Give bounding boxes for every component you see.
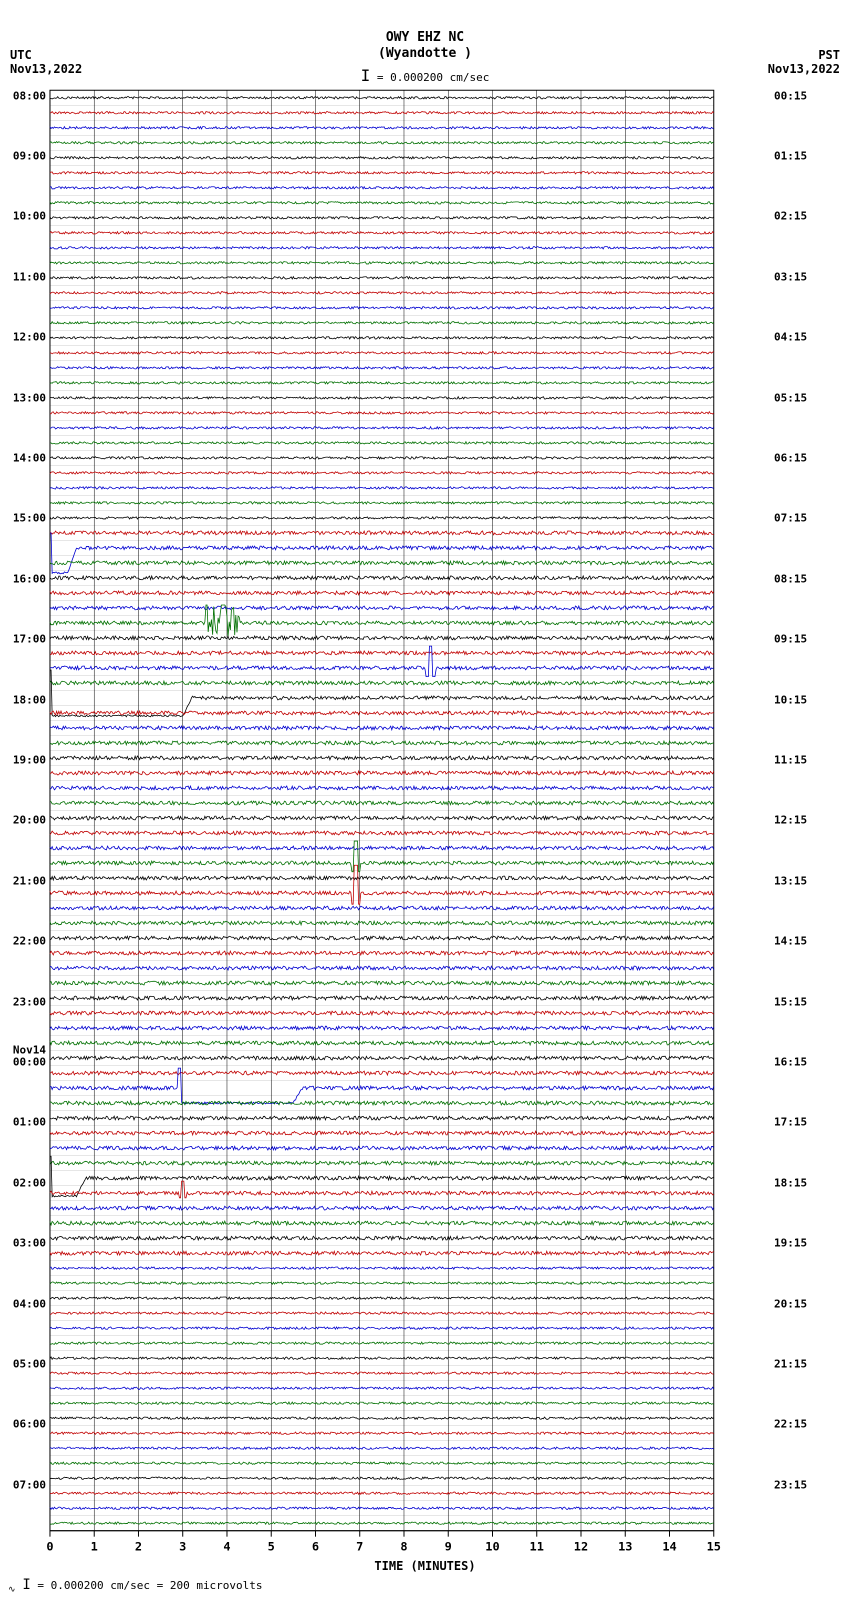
timezone-left: UTC bbox=[10, 48, 32, 62]
utc-hour-label: 07:00 bbox=[13, 1478, 46, 1491]
svg-text:9: 9 bbox=[445, 1540, 452, 1554]
utc-hour-label: 18:00 bbox=[13, 693, 46, 706]
utc-hour-label: 04:00 bbox=[13, 1297, 46, 1310]
pst-hour-label: 18:15 bbox=[774, 1176, 807, 1189]
pst-hour-label: 08:15 bbox=[774, 572, 807, 585]
svg-text:4: 4 bbox=[223, 1540, 230, 1554]
utc-hour-label: 10:00 bbox=[13, 210, 46, 223]
utc-hour-label: 02:00 bbox=[13, 1176, 46, 1189]
pst-hour-label: 01:15 bbox=[774, 149, 807, 162]
utc-hour-label: 20:00 bbox=[13, 814, 46, 827]
pst-hour-label: 22:15 bbox=[774, 1418, 807, 1431]
pst-hour-label: 09:15 bbox=[774, 633, 807, 646]
timezone-right: PST bbox=[818, 48, 840, 62]
svg-text:1: 1 bbox=[91, 1540, 98, 1554]
utc-hour-label: 23:00 bbox=[13, 995, 46, 1008]
station-subtitle: (Wyandotte ) bbox=[0, 46, 850, 61]
seismogram-plot: 0123456789101112131415 08:0009:0010:0011… bbox=[50, 88, 718, 1538]
date-left: Nov13,2022 bbox=[10, 62, 82, 76]
pst-hour-label: 11:15 bbox=[774, 753, 807, 766]
utc-hour-label: 11:00 bbox=[13, 270, 46, 283]
utc-hour-label: 22:00 bbox=[13, 935, 46, 948]
svg-text:15: 15 bbox=[707, 1540, 721, 1554]
utc-hour-label: 21:00 bbox=[13, 874, 46, 887]
svg-text:0: 0 bbox=[46, 1540, 53, 1554]
pst-hour-label: 14:15 bbox=[774, 935, 807, 948]
pst-hour-label: 23:15 bbox=[774, 1478, 807, 1491]
utc-hour-label: 15:00 bbox=[13, 512, 46, 525]
utc-hour-label: 17:00 bbox=[13, 633, 46, 646]
utc-hour-label: 00:00 bbox=[13, 1055, 46, 1068]
utc-hour-label: 03:00 bbox=[13, 1237, 46, 1250]
svg-text:13: 13 bbox=[618, 1540, 632, 1554]
svg-text:7: 7 bbox=[356, 1540, 363, 1554]
x-axis-label: TIME (MINUTES) bbox=[0, 1559, 850, 1573]
pst-hour-label: 16:15 bbox=[774, 1055, 807, 1068]
pst-hour-label: 04:15 bbox=[774, 331, 807, 344]
svg-text:2: 2 bbox=[135, 1540, 142, 1554]
station-title: OWY EHZ NC bbox=[0, 30, 850, 45]
pst-hour-label: 03:15 bbox=[774, 270, 807, 283]
utc-hour-label: 12:00 bbox=[13, 331, 46, 344]
utc-hour-label: 06:00 bbox=[13, 1418, 46, 1431]
footer-scale: ∿ I = 0.000200 cm/sec = 200 microvolts bbox=[8, 1577, 263, 1595]
pst-hour-label: 15:15 bbox=[774, 995, 807, 1008]
pst-hour-label: 00:15 bbox=[774, 89, 807, 102]
pst-hour-label: 13:15 bbox=[774, 874, 807, 887]
utc-hour-label: 01:00 bbox=[13, 1116, 46, 1129]
pst-hour-label: 10:15 bbox=[774, 693, 807, 706]
pst-hour-label: 12:15 bbox=[774, 814, 807, 827]
pst-hour-label: 07:15 bbox=[774, 512, 807, 525]
utc-hour-label: 08:00 bbox=[13, 89, 46, 102]
utc-hour-label: 14:00 bbox=[13, 451, 46, 464]
utc-hour-label: 16:00 bbox=[13, 572, 46, 585]
svg-text:3: 3 bbox=[179, 1540, 186, 1554]
svg-text:11: 11 bbox=[530, 1540, 544, 1554]
pst-hour-label: 05:15 bbox=[774, 391, 807, 404]
pst-hour-label: 21:15 bbox=[774, 1357, 807, 1370]
date-right: Nov13,2022 bbox=[768, 62, 840, 76]
svg-text:10: 10 bbox=[485, 1540, 499, 1554]
utc-hour-label: 13:00 bbox=[13, 391, 46, 404]
svg-text:6: 6 bbox=[312, 1540, 319, 1554]
pst-hour-label: 19:15 bbox=[774, 1237, 807, 1250]
svg-text:5: 5 bbox=[268, 1540, 275, 1554]
utc-hour-label: 05:00 bbox=[13, 1357, 46, 1370]
utc-hour-label: 19:00 bbox=[13, 753, 46, 766]
svg-text:14: 14 bbox=[662, 1540, 676, 1554]
svg-text:8: 8 bbox=[400, 1540, 407, 1554]
pst-hour-label: 06:15 bbox=[774, 451, 807, 464]
seismogram-svg: 0123456789101112131415 bbox=[45, 83, 833, 1593]
svg-text:12: 12 bbox=[574, 1540, 588, 1554]
utc-hour-label: 09:00 bbox=[13, 149, 46, 162]
pst-hour-label: 02:15 bbox=[774, 210, 807, 223]
pst-hour-label: 20:15 bbox=[774, 1297, 807, 1310]
pst-hour-label: 17:15 bbox=[774, 1116, 807, 1129]
